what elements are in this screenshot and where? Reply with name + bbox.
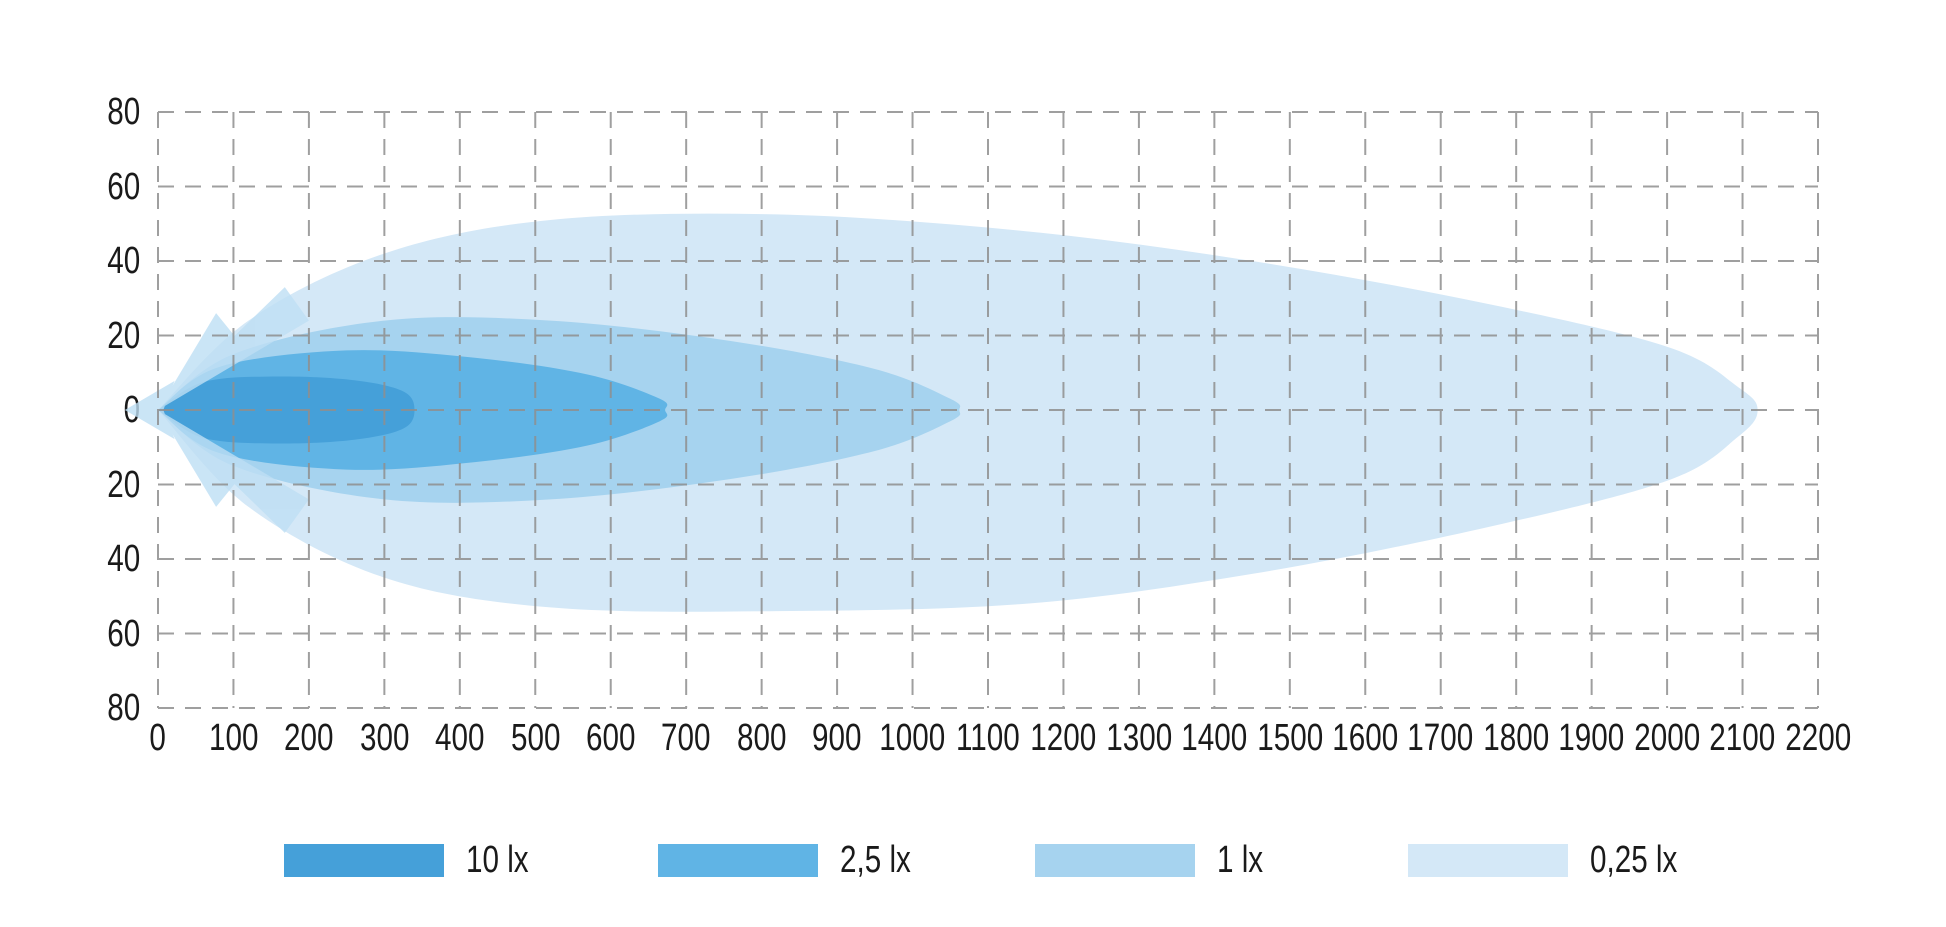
x-tick-text: 1700 [1407,717,1474,759]
legend-label: 0,25 lx [1590,840,1702,880]
x-tick-text: 400 [435,717,485,759]
legend-label: 2,5 lx [840,840,931,880]
x-tick-text: 1900 [1558,717,1625,759]
legend-item: 0,25 lx [1408,840,1702,880]
x-tick-label: 2200 [1773,716,1863,760]
legend-item: 10 lx [284,840,546,880]
y-tick-text: 20 [107,463,140,506]
x-axis-tick-labels: 0 100 200 300 400 500 600 700 800 900 1000 1100 1200… [150,716,1851,766]
light-flare [158,313,241,410]
y-tick-label: 20 [30,463,140,507]
x-tick-label: 2000 [1622,716,1712,760]
x-tick-text: 1200 [1030,717,1097,759]
x-tick-text: 1600 [1332,717,1399,759]
x-tick-text: 1800 [1483,717,1550,759]
y-tick-label: 40 [30,239,140,283]
y-tick-label: 20 [30,314,140,358]
y-tick-text: 60 [107,165,140,208]
legend-swatch [1035,843,1195,877]
x-tick-label: 1600 [1320,716,1410,760]
x-tick-text: 1100 [956,717,1020,759]
x-tick-text: 500 [510,717,560,759]
x-tick-label: 500 [490,716,580,760]
x-tick-label: 1300 [1094,716,1184,760]
plot-area [124,111,1819,709]
x-tick-label: 200 [264,716,354,760]
x-tick-label: 0 [113,716,203,760]
x-tick-text: 1300 [1105,717,1172,759]
x-tick-text: 200 [284,717,334,759]
x-tick-text: 900 [812,717,862,759]
y-axis-tick-labels: 80 60 40 20 0 20 40 60 80 [30,91,140,729]
legend: 10 lx 2,5 lx 1 lx 0,25 lx [0,840,1946,884]
x-tick-text: 1000 [879,717,946,759]
y-tick-label: 60 [30,612,140,656]
x-tick-label: 1700 [1396,716,1486,760]
y-tick-text: 40 [107,240,140,282]
x-tick-label: 300 [339,716,429,760]
legend-label-text: 2,5 lx [840,839,911,881]
y-tick-text: 20 [107,314,140,357]
legend-item: 2,5 lx [658,840,931,880]
y-tick-text: 40 [107,538,140,580]
x-tick-label: 1900 [1547,716,1637,760]
x-tick-label: 1000 [868,716,958,760]
x-tick-label: 2100 [1698,716,1788,760]
x-tick-label: 900 [792,716,882,760]
x-tick-text: 800 [736,717,787,759]
x-tick-text: 1400 [1181,717,1248,759]
beam-origin-arrow-icon [124,380,175,440]
light-flare [158,287,309,410]
y-tick-text: 80 [107,91,140,133]
legend-label: 1 lx [1217,840,1276,880]
legend-label-text: 1 lx [1217,839,1264,881]
legend-swatch [1408,843,1568,877]
light-flare [158,410,241,507]
x-tick-text: 300 [359,717,410,759]
plot-svg [124,111,1819,709]
x-tick-text: 2100 [1709,717,1776,759]
beam-contours [158,213,1758,612]
legend-label-text: 0,25 lx [1590,839,1678,881]
x-tick-label: 700 [641,716,731,760]
legend-item: 1 lx [1035,840,1276,880]
y-tick-label: 40 [30,537,140,581]
y-tick-label: 80 [30,686,140,730]
x-tick-label: 1800 [1471,716,1561,760]
x-tick-label: 600 [566,716,656,760]
legend-swatch [284,843,444,877]
y-tick-label: 0 [30,388,140,432]
x-tick-text: 600 [585,717,636,759]
legend-swatch [658,843,818,877]
y-tick-label: 60 [30,165,140,209]
x-tick-label: 1500 [1245,716,1335,760]
x-tick-text: 0 [149,717,167,759]
legend-label-text: 10 lx [466,839,529,881]
y-tick-label: 80 [30,90,140,134]
x-tick-text: 2000 [1634,717,1701,759]
gridlines [157,111,1819,709]
x-tick-label: 100 [188,716,278,760]
x-tick-label: 800 [717,716,807,760]
x-tick-label: 1100 [943,716,1033,760]
x-tick-label: 400 [415,716,505,760]
x-tick-text: 2200 [1785,717,1851,759]
x-tick-text: 100 [208,717,259,759]
x-tick-label: 1200 [1018,716,1108,760]
contour-10-lx [158,376,415,444]
x-tick-text: 700 [661,717,711,759]
x-tick-label: 1400 [1169,716,1259,760]
y-tick-text: 60 [107,612,140,655]
y-tick-text: 80 [107,687,140,729]
x-tick-text: 1500 [1256,717,1323,759]
legend-label: 10 lx [466,840,546,880]
